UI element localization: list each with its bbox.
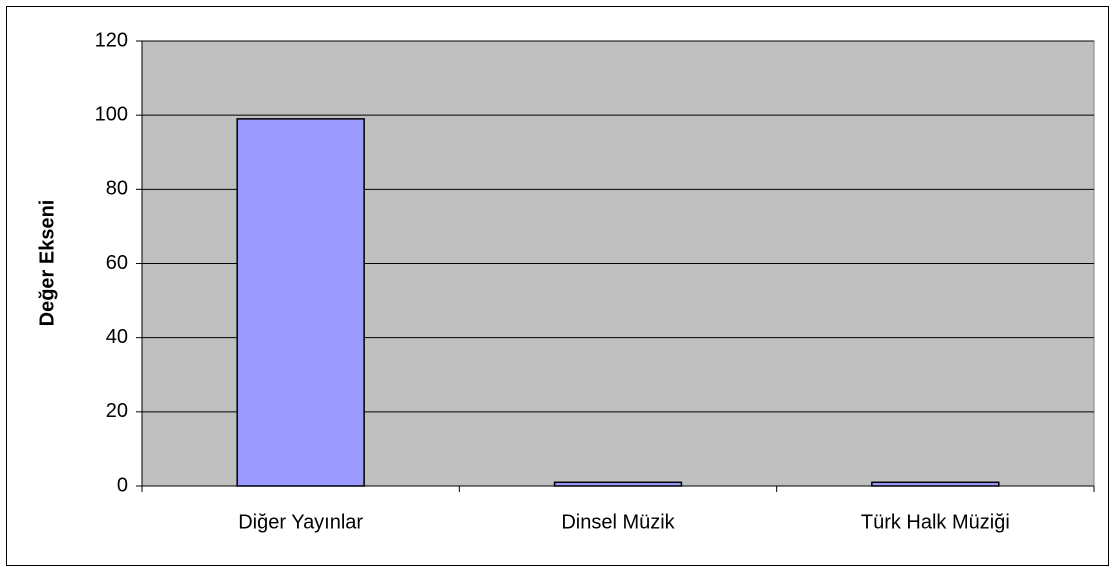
bar [553,481,683,487]
x-tick-label: Türk Halk Müziği [861,511,1010,533]
y-tick-label: 0 [117,474,128,496]
y-axis-label: Değer Ekseni [36,200,58,327]
y-tick-label: 80 [106,178,128,200]
y-tick-label: 20 [106,400,128,422]
y-tick-label: 120 [95,29,128,51]
y-tick-label: 100 [95,103,128,125]
bar [236,118,365,487]
x-tick-label: Dinsel Müzik [561,511,675,533]
bar [871,481,1000,487]
y-tick-label: 60 [106,252,128,274]
y-tick-label: 40 [106,326,128,348]
x-tick-label: Diğer Yayınlar [238,511,363,533]
